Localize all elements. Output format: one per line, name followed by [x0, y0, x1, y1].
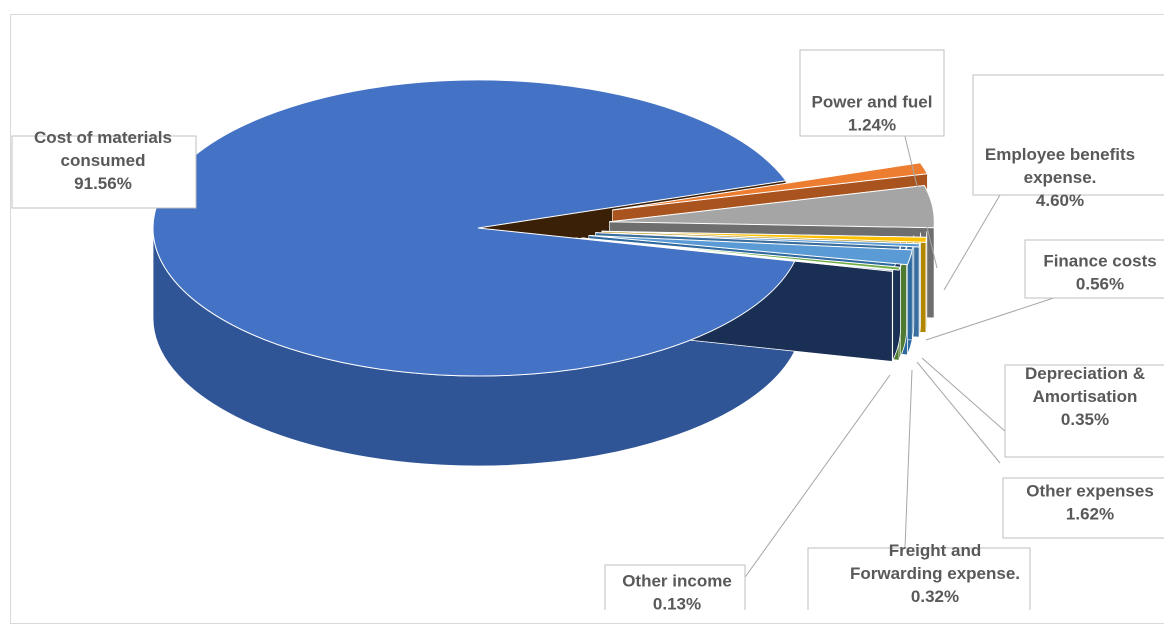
label-line: 0.56% [1076, 275, 1124, 294]
data-label-2: Power and fuel 1.24% [800, 50, 944, 136]
data-label-7: Freight and Forwarding expense. 0.32% [808, 541, 1030, 610]
data-label-3: Employee benefits expense. 4.60% [973, 75, 1164, 210]
label-line: 0.13% [653, 595, 701, 611]
label-line: expense. [1024, 168, 1097, 187]
label-line: 0.32% [911, 587, 959, 606]
data-label-5: Depreciation & Amortisation 0.35% [1005, 364, 1164, 457]
label-line: Amortisation [1033, 387, 1138, 406]
label-line: Cost of materials [34, 128, 172, 147]
label-line: 1.62% [1066, 505, 1114, 524]
leader-line-5 [922, 358, 1015, 440]
data-label-1: Cost of materials consumed 91.56% [12, 128, 196, 208]
label-line: Forwarding expense. [850, 564, 1020, 583]
label-line: 1.24% [848, 116, 896, 135]
label-line: 91.56% [74, 174, 132, 193]
label-line: Finance costs [1043, 252, 1156, 271]
label-line: Depreciation & [1025, 364, 1145, 383]
data-label-8: Other income 0.13% [605, 565, 745, 610]
label-line: 4.60% [1036, 191, 1084, 210]
label-line: Employee benefits [985, 145, 1135, 164]
leader-line-6 [917, 362, 1000, 463]
leader-line-7 [905, 370, 912, 548]
label-line: Freight and [889, 541, 982, 560]
data-label-4: Finance costs 0.56% [1025, 240, 1164, 298]
label-line: Power and fuel [812, 93, 933, 112]
label-line: 0.35% [1061, 410, 1109, 429]
leader-line-3 [944, 195, 1000, 290]
label-line: Other income [622, 572, 732, 591]
data-label-6: Other expenses 1.62% [1003, 478, 1164, 538]
pie-chart: Cost of materials consumed 91.56% Power and… [0, 0, 1164, 610]
label-line: consumed [60, 151, 145, 170]
label-line: Other expenses [1026, 482, 1154, 501]
